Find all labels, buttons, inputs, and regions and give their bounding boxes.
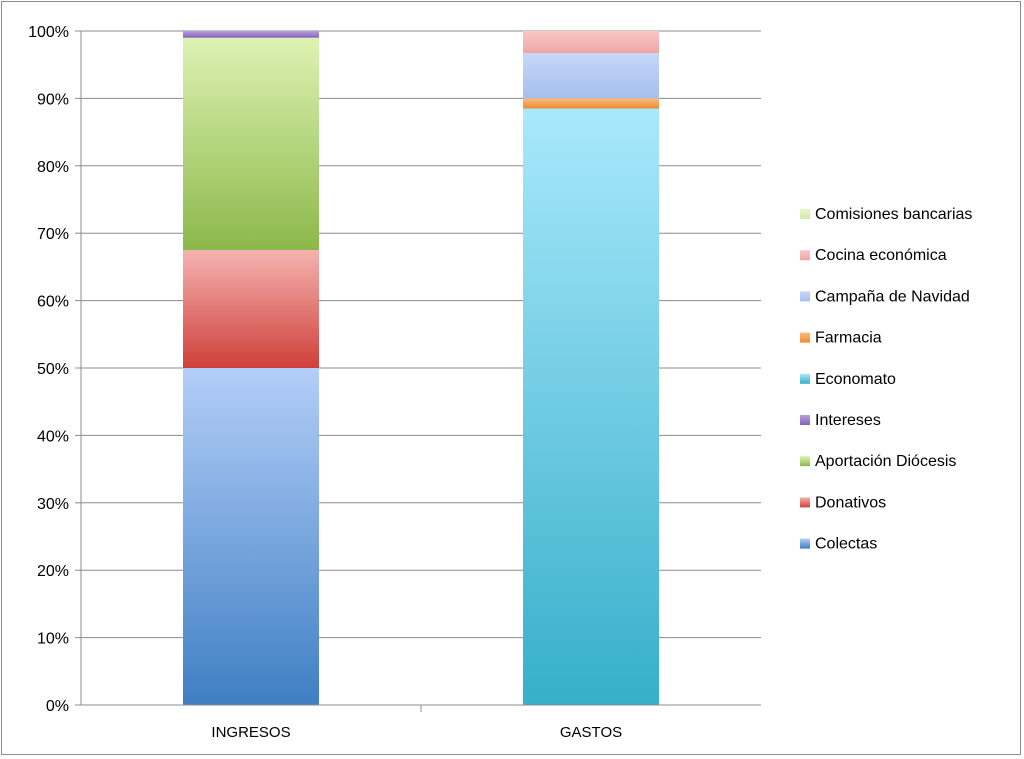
legend-swatch bbox=[800, 373, 810, 384]
bar-ingresos-colectas bbox=[183, 368, 319, 705]
bar-gastos-economato bbox=[523, 108, 659, 705]
legend-swatch bbox=[800, 250, 810, 261]
legend-label: Campaña de Navidad bbox=[815, 288, 970, 305]
legend-item-farmacia: Farmacia bbox=[800, 330, 882, 347]
legend-item-aportacion-diocesis: Aportación Diócesis bbox=[800, 453, 956, 470]
legend-item-campana-de-navidad: Campaña de Navidad bbox=[800, 288, 970, 305]
x-tick-label: GASTOS bbox=[560, 724, 622, 741]
legend-label: Economato bbox=[815, 371, 896, 388]
y-axis-ticks: 0% 10% 20% 30% 40% 50% 60% 70% 80% 90% 100% bbox=[28, 24, 81, 715]
y-tick-label: 100% bbox=[28, 24, 69, 41]
legend-swatch bbox=[800, 332, 810, 343]
y-tick-label: 30% bbox=[37, 496, 69, 513]
legend-label: Colectas bbox=[815, 536, 877, 553]
legend: Comisiones bancarias Cocina económica Camp… bbox=[800, 206, 972, 553]
legend-swatch bbox=[800, 497, 810, 508]
bar-gastos-campana-de-navidad bbox=[523, 53, 659, 99]
y-tick-label: 40% bbox=[37, 428, 69, 445]
legend-label: Donativos bbox=[815, 494, 886, 511]
legend-label: Cocina económica bbox=[815, 247, 947, 264]
legend-label: Aportación Diócesis bbox=[815, 453, 956, 470]
bar-ingresos-intereses bbox=[183, 31, 319, 38]
x-tick-label: INGRESOS bbox=[211, 724, 290, 741]
y-tick-label: 0% bbox=[46, 698, 69, 715]
legend-swatch bbox=[800, 209, 810, 219]
y-tick-label: 10% bbox=[37, 631, 69, 648]
x-axis-labels: INGRESOS GASTOS bbox=[211, 705, 622, 741]
legend-item-cocina-economica: Cocina económica bbox=[800, 247, 947, 264]
legend-item-colectas: Colectas bbox=[800, 536, 877, 553]
bar-ingresos-donativos bbox=[183, 250, 319, 368]
legend-item-economato: Economato bbox=[800, 371, 896, 388]
legend-swatch bbox=[800, 291, 810, 302]
legend-swatch bbox=[800, 538, 810, 549]
legend-label: Farmacia bbox=[815, 330, 882, 347]
bars bbox=[183, 31, 659, 705]
y-tick-label: 70% bbox=[37, 226, 69, 243]
legend-label: Comisiones bancarias bbox=[815, 206, 972, 223]
y-tick-label: 60% bbox=[37, 294, 69, 311]
legend-item-comisiones-bancarias: Comisiones bancarias bbox=[800, 206, 972, 223]
legend-swatch bbox=[800, 456, 810, 467]
bar-ingresos-aportacion-diocesis bbox=[183, 37, 319, 251]
bar-gastos-farmacia bbox=[523, 98, 659, 109]
bar-gastos-cocina-economica bbox=[523, 31, 659, 54]
y-tick-label: 50% bbox=[37, 361, 69, 378]
y-tick-label: 20% bbox=[37, 563, 69, 580]
legend-label: Intereses bbox=[815, 412, 881, 429]
legend-item-donativos: Donativos bbox=[800, 494, 886, 511]
legend-item-intereses: Intereses bbox=[800, 412, 881, 429]
y-tick-label: 80% bbox=[37, 159, 69, 176]
legend-swatch bbox=[800, 415, 810, 425]
y-tick-label: 90% bbox=[37, 91, 69, 108]
